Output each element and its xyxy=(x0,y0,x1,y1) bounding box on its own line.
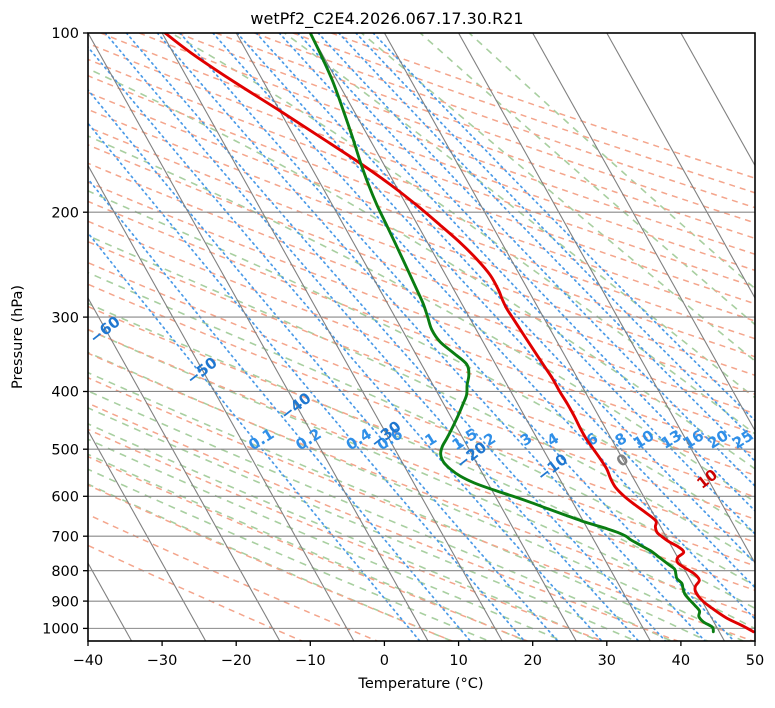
dry-adiabat-line xyxy=(88,352,755,617)
x-axis-tick-group: −40 −30 −20 −10 0 10 20 30 40 50 xyxy=(73,641,764,669)
x-axis-tick-label: −20 xyxy=(221,653,252,669)
moist-adiabat-line xyxy=(88,483,454,641)
dry-adiabat-line xyxy=(88,91,755,340)
moist-adiabat-line xyxy=(88,423,602,641)
plot-frame xyxy=(87,32,756,642)
dry-adiabat-line xyxy=(88,74,755,322)
dry-adiabat-line xyxy=(88,402,678,641)
isotherm-line xyxy=(88,33,429,641)
x-axis-tick-label: 40 xyxy=(672,653,690,669)
mixing-ratio-line xyxy=(317,33,755,488)
isotherm-line xyxy=(383,33,726,641)
y-axis-tick-label: 300 xyxy=(51,310,79,326)
mixing-ratio-line xyxy=(337,33,755,463)
isotherm-line xyxy=(606,33,755,300)
dry-adiabat-line xyxy=(88,428,603,641)
x-axis-tick-label: 10 xyxy=(449,653,467,669)
moist-adiabat-line xyxy=(88,371,710,641)
x-axis-tick-label: 20 xyxy=(523,653,541,669)
moist-adiabat-line xyxy=(169,33,755,435)
plot-background xyxy=(88,33,755,641)
y-axis-tick-label: 800 xyxy=(51,564,79,580)
mixing-ratio-line xyxy=(125,33,667,641)
dry-adiabat-line xyxy=(88,305,755,567)
isotherm-line xyxy=(161,33,503,641)
y-axis-tick-label: 1000 xyxy=(42,622,79,638)
dry-adiabat-line xyxy=(100,33,755,272)
dry-adiabat-line xyxy=(88,162,755,415)
isotherm-line xyxy=(309,33,651,641)
moist-adiabat-line xyxy=(88,302,755,610)
dry-adiabat-line xyxy=(88,200,755,455)
dry-adiabat-line xyxy=(292,33,755,194)
y-axis-tick-label: 200 xyxy=(51,205,79,221)
dry-adiabat-line xyxy=(215,33,755,224)
dry-adiabat-line xyxy=(88,283,755,543)
y-axis-tick-label: 600 xyxy=(51,490,79,506)
y-axis-label: Pressure (hPa) xyxy=(10,285,26,389)
isotherm-line xyxy=(680,33,755,167)
dry-adiabat-line xyxy=(88,220,755,477)
mixing-ratio-line xyxy=(236,33,755,589)
moist-adiabat-line xyxy=(88,468,491,641)
dry-adiabat-line xyxy=(88,144,755,396)
mixing-ratio-line xyxy=(179,33,736,641)
mixing-ratio-line xyxy=(88,231,421,641)
isotherm-line xyxy=(88,429,207,641)
moist-adiabat-line xyxy=(88,453,528,641)
x-axis-tick-label: 0 xyxy=(380,653,389,669)
moist-adiabat-line xyxy=(88,390,674,641)
x-axis-tick-label: −30 xyxy=(147,653,178,669)
profile-group xyxy=(163,33,755,634)
y-axis-tick-group: 100 200 300 400 500 600 700 800 900 1000 xyxy=(42,26,88,638)
dry-adiabat-group xyxy=(88,33,755,641)
y-axis-tick-label: 100 xyxy=(51,26,79,42)
x-axis-tick-label: 50 xyxy=(746,653,764,669)
y-axis-tick-label: 700 xyxy=(51,529,79,545)
y-axis-tick-label: 400 xyxy=(51,385,79,401)
moist-adiabat-line xyxy=(88,351,745,641)
isotherm-line xyxy=(88,164,355,641)
dry-adiabat-line xyxy=(88,58,755,305)
x-axis-tick-label: −10 xyxy=(295,653,326,669)
dry-adiabat-line xyxy=(88,42,755,288)
mixing-ratio-line xyxy=(296,33,755,513)
dry-adiabat-line xyxy=(88,513,378,641)
x-axis-label: Temperature (°C) xyxy=(357,676,483,692)
page-title: wetPf2_C2E4.2026.067.17.30.R21 xyxy=(250,9,523,29)
moist-adiabat-line xyxy=(88,407,638,641)
profile-line-dewpoint xyxy=(308,33,715,634)
mixing-ratio-line xyxy=(88,45,603,641)
isotherm-line xyxy=(235,33,577,641)
y-axis-tick-label: 900 xyxy=(51,594,79,610)
x-axis-tick-label: −40 xyxy=(73,653,104,669)
y-axis-tick-label: 500 xyxy=(51,442,79,458)
dry-adiabat-line xyxy=(177,33,755,240)
x-axis-tick-label: 30 xyxy=(598,653,616,669)
isotherm-line xyxy=(532,33,755,432)
mixing-ratio-line xyxy=(278,33,755,536)
isotherm-line xyxy=(458,33,755,565)
isotherm-line xyxy=(88,296,281,641)
moist-adiabat-line xyxy=(88,234,755,562)
moist-adiabat-line xyxy=(88,190,755,534)
mixing-ratio-line xyxy=(255,33,755,565)
mixing-ratio-line xyxy=(88,121,526,641)
moist-adiabat-line xyxy=(88,438,565,641)
isotherm-group xyxy=(88,33,755,641)
mixing-ratio-line xyxy=(212,33,755,621)
dry-adiabat-line xyxy=(88,108,755,358)
pressure-gridline-group xyxy=(88,33,755,629)
profile-line-temperature xyxy=(163,33,755,634)
moist-adiabat-line xyxy=(419,33,755,326)
